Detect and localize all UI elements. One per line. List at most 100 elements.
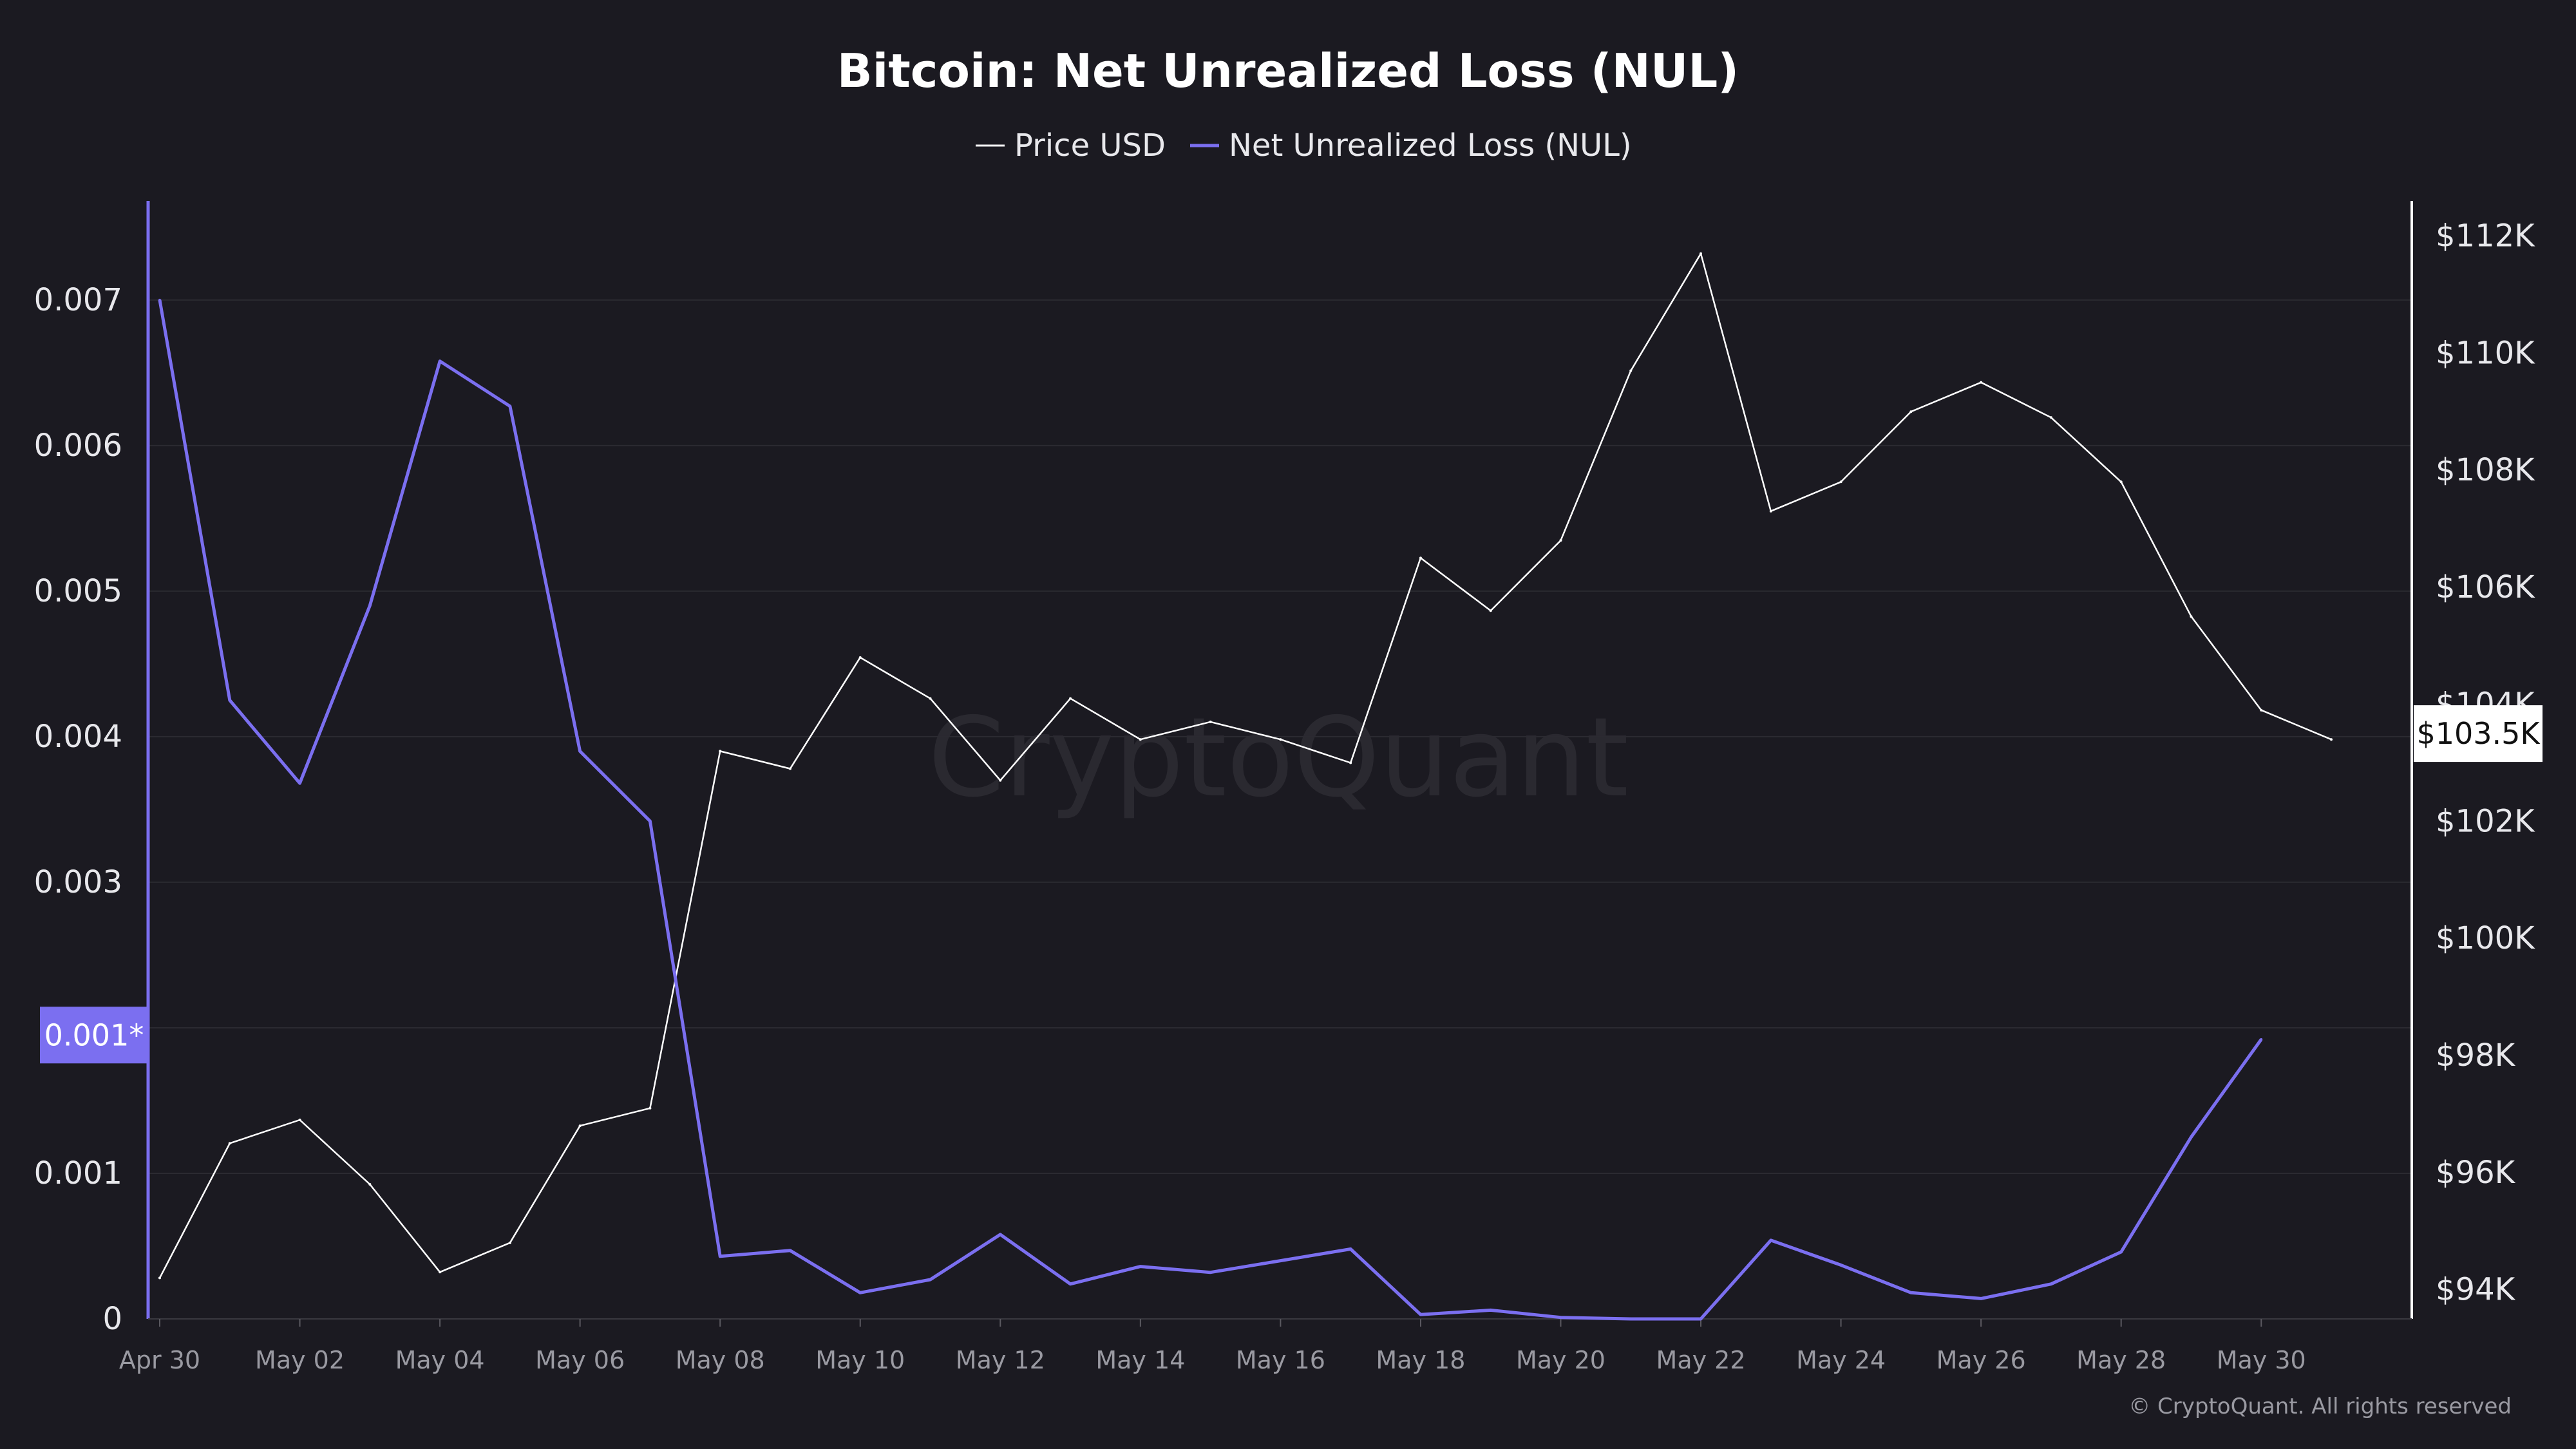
left-tick-label: 0.007 [34,282,122,318]
data-point-price[interactable] [1279,738,1282,741]
data-point-price[interactable] [1700,252,1703,255]
data-point-price[interactable] [508,1241,511,1244]
data-point-nul[interactable] [2119,1251,2123,1254]
x-tick-label: May 02 [255,1346,345,1374]
data-point-nul[interactable] [788,1249,791,1252]
data-point-nul[interactable] [508,404,511,408]
data-point-price[interactable] [1839,480,1842,484]
left-marker-badge: 0.001* [40,1007,148,1064]
legend-label-price[interactable]: Price USD [1014,128,1166,164]
data-point-price[interactable] [2330,738,2333,741]
data-point-price[interactable] [1909,410,1913,413]
data-point-price[interactable] [1419,556,1422,560]
data-point-price[interactable] [788,767,791,770]
right-tick-label: $98K [2436,1037,2516,1074]
data-point-price[interactable] [228,1142,231,1145]
data-point-nul[interactable] [1629,1318,1633,1320]
data-point-price[interactable] [2190,615,2193,618]
data-point-price[interactable] [649,1106,652,1110]
data-point-nul[interactable] [1419,1313,1422,1316]
data-point-nul[interactable] [1139,1265,1142,1268]
x-tick-label: May 28 [2076,1346,2166,1374]
x-tick-label: May 18 [1376,1346,1465,1374]
data-point-nul[interactable] [1909,1291,1913,1294]
x-tick-label: Apr 30 [119,1346,200,1374]
data-point-nul[interactable] [1559,1316,1562,1319]
left-tick-label: 0.004 [34,719,122,755]
right-tick-label: $112K [2436,218,2535,254]
data-point-nul[interactable] [999,1233,1002,1236]
data-point-price[interactable] [1489,609,1492,612]
data-point-nul[interactable] [298,782,301,785]
data-point-price[interactable] [1069,697,1072,700]
data-point-nul[interactable] [158,298,161,301]
x-tick-label: May 24 [1796,1346,1886,1374]
x-tick-label: May 20 [1516,1346,1605,1374]
left-marker-label: 0.001* [44,1018,144,1052]
data-point-nul[interactable] [1839,1264,1842,1267]
watermark: CryptoQuant [928,694,1629,822]
data-point-price[interactable] [1209,720,1212,723]
left-tick-label: 0.001 [34,1155,122,1191]
x-tick-label: May 22 [1656,1346,1746,1374]
data-point-nul[interactable] [1209,1271,1212,1274]
data-point-nul[interactable] [929,1278,932,1281]
left-tick-label: 0.003 [34,864,122,900]
series-points-price [158,252,2333,1280]
x-tick-label: May 14 [1095,1346,1185,1374]
series-line-price[interactable] [158,252,2332,1278]
right-tick-label: $102K [2436,803,2535,839]
x-tick-label: May 16 [1236,1346,1325,1374]
right-tick-label: $110K [2436,335,2535,371]
data-point-price[interactable] [999,779,1002,782]
data-point-nul[interactable] [1349,1247,1352,1251]
data-point-price[interactable] [1629,369,1633,372]
data-point-price[interactable] [719,750,722,753]
data-point-nul[interactable] [1700,1318,1703,1320]
x-tick-label: May 12 [956,1346,1045,1374]
data-point-price[interactable] [2049,416,2052,419]
data-point-price[interactable] [2260,708,2263,712]
right-marker-badge: $103.5K [2414,705,2543,762]
data-point-price[interactable] [1139,738,1142,741]
data-point-nul[interactable] [2190,1135,2193,1139]
data-point-price[interactable] [1559,539,1562,542]
right-tick-label: $96K [2436,1155,2516,1191]
x-tick-label: May 26 [1937,1346,2026,1374]
data-point-price[interactable] [298,1118,301,1121]
data-point-nul[interactable] [1980,1297,1983,1300]
data-point-price[interactable] [368,1182,372,1186]
data-point-price[interactable] [439,1271,442,1274]
right-marker-label: $103.5K [2416,716,2541,751]
data-point-nul[interactable] [1769,1238,1772,1242]
data-point-nul[interactable] [2260,1038,2263,1041]
data-point-nul[interactable] [439,359,442,363]
data-point-price[interactable] [1980,381,1983,384]
right-y-ticks: $94K$96K$98K$100K$102K$104K$106K$108K$11… [2436,218,2535,1308]
data-point-price[interactable] [1769,509,1772,513]
data-point-price[interactable] [858,656,862,659]
data-point-nul[interactable] [1069,1282,1072,1285]
data-point-nul[interactable] [649,819,652,822]
data-point-price[interactable] [578,1124,582,1128]
data-point-price[interactable] [2119,480,2123,484]
data-point-nul[interactable] [578,750,582,753]
data-point-nul[interactable] [858,1291,862,1294]
data-point-nul[interactable] [228,699,231,702]
data-point-price[interactable] [929,697,932,700]
right-tick-label: $108K [2436,452,2535,488]
legend-label-nul[interactable]: Net Unrealized Loss (NUL) [1229,128,1632,164]
x-ticks: Apr 30 May 02 May 04 May 06 May 08 May 10 May … [119,1319,2306,1374]
data-point-nul[interactable] [368,604,372,607]
left-marker-badge-bg [40,1007,148,1064]
right-tick-label: $100K [2436,920,2535,956]
legend: Price USD Net Unrealized Loss (NUL) [976,128,1632,164]
data-point-nul[interactable] [1489,1309,1492,1312]
data-point-price[interactable] [158,1276,161,1280]
data-point-nul[interactable] [719,1255,722,1258]
series-points-nul [158,298,2263,1320]
data-point-nul[interactable] [1279,1259,1282,1262]
data-point-nul[interactable] [2049,1282,2052,1285]
data-point-price[interactable] [1349,761,1352,764]
